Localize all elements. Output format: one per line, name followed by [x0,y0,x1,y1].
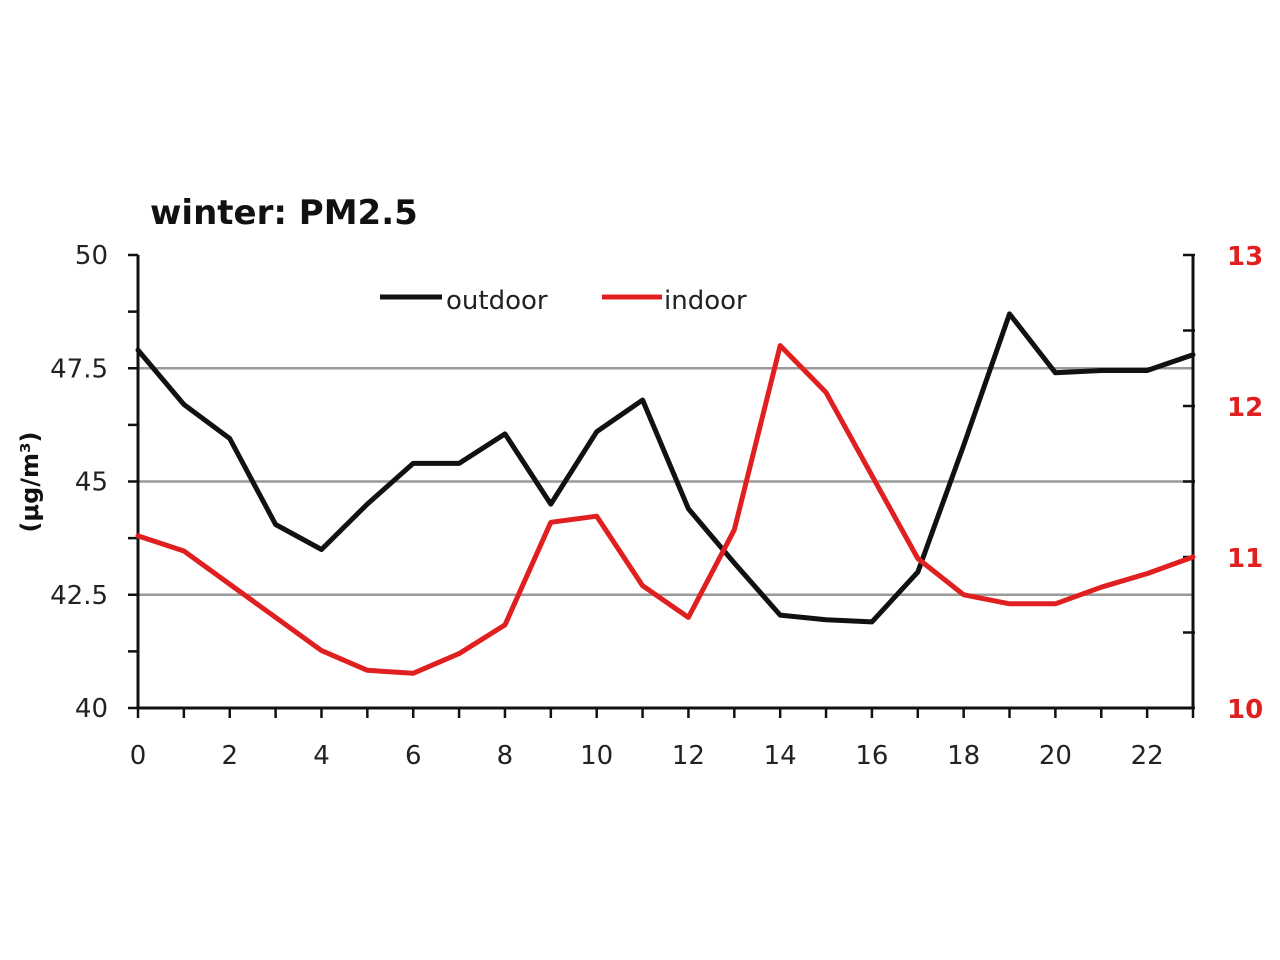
gridlines [138,367,1193,596]
right-tick-label: 12 [1227,393,1263,423]
x-tick-label: 20 [1039,741,1072,771]
x-tick-label: 10 [580,741,613,771]
left-tick-label: 47.5 [50,354,108,384]
x-tick-label: 2 [221,741,238,771]
series-line-outdoor [135,311,1196,625]
right-tick-label: 10 [1227,695,1263,725]
legend-label-indoor: indoor [664,286,747,316]
series-lines [135,311,1196,676]
x-tick-label: 18 [947,741,980,771]
left-tick-label: 50 [75,241,108,271]
tick-marks [128,253,1195,718]
left-tick-label: 42.5 [50,581,108,611]
legend-label-outdoor: outdoor [446,286,548,316]
tick-labels: 40 42.5 45 47.5 50 10 11 12 13 0 2 4 6 8 10 12 14 16 18 20 2… [50,241,1263,771]
legend: outdoor indoor [380,286,747,316]
x-tick-label: 12 [672,741,705,771]
y-axis-label: (μg/m³) [16,431,44,532]
left-tick-label: 45 [75,468,108,498]
x-tick-label: 14 [764,741,797,771]
x-tick-label: 16 [855,741,888,771]
x-tick-label: 0 [130,741,147,771]
right-tick-label: 13 [1227,242,1263,272]
x-tick-label: 4 [313,741,330,771]
x-tick-label: 8 [497,741,514,771]
left-tick-label: 40 [75,694,108,724]
right-tick-label: 11 [1227,544,1263,574]
x-tick-label: 6 [405,741,422,771]
chart-title: winter: PM2.5 [150,193,418,233]
series-line-indoor [135,343,1196,676]
x-tick-label: 22 [1131,741,1164,771]
